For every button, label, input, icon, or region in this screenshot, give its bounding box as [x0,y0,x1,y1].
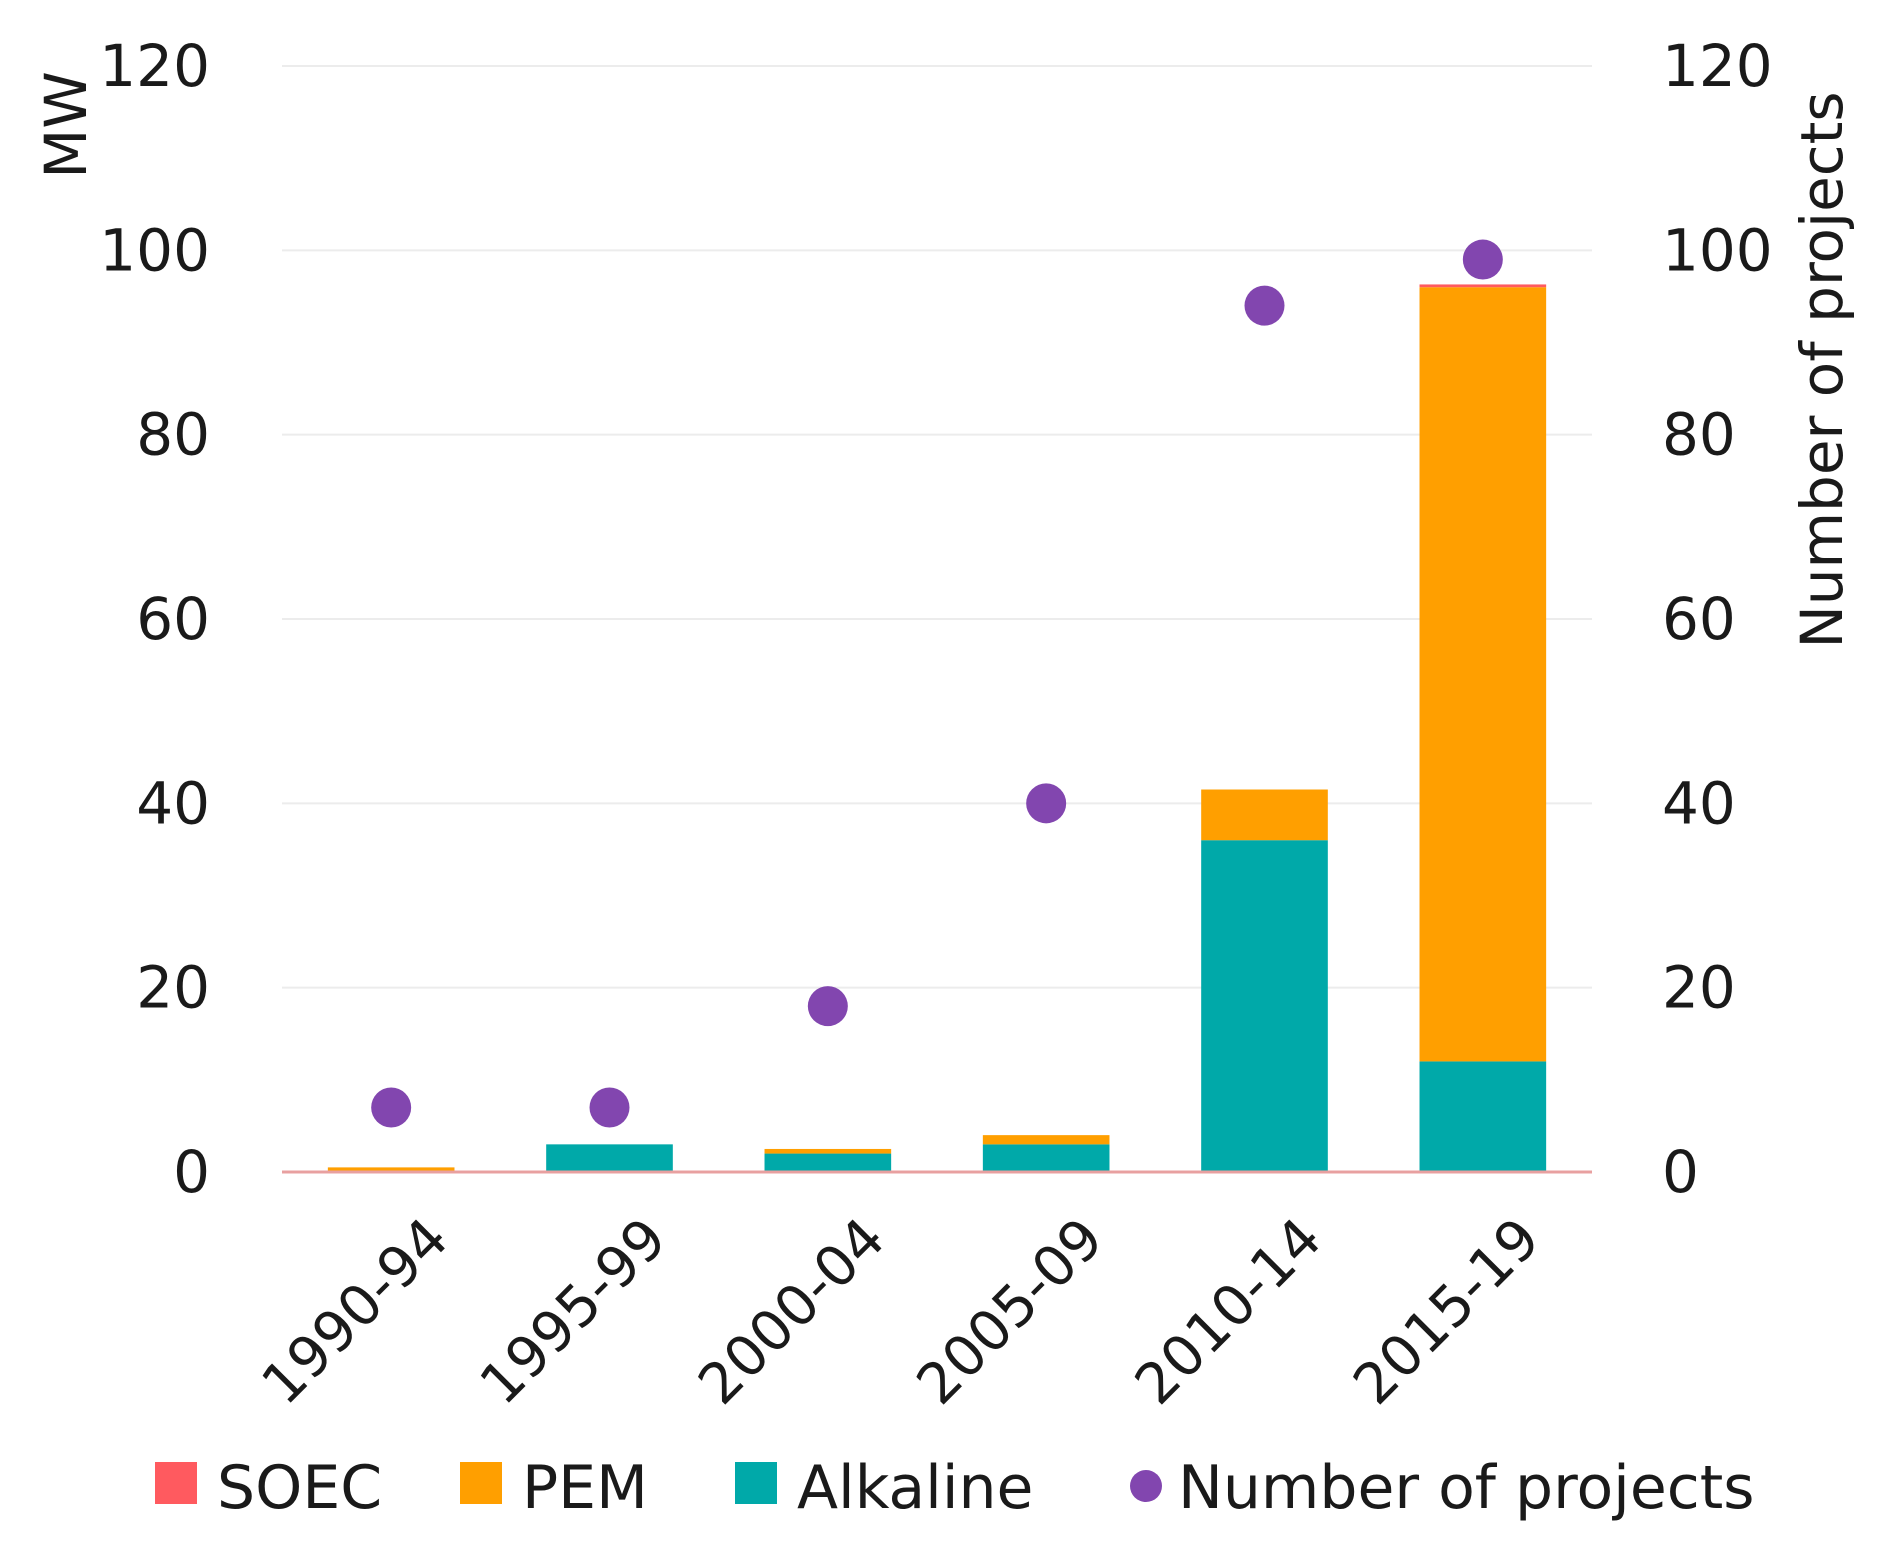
bar-alkaline-2015-19 [1419,1061,1547,1172]
bar-pem-2005-09 [982,1135,1110,1145]
legend: SOEC PEM Alkaline Number of projects [155,1453,1755,1523]
y-tick-label-left: 20 [136,954,210,1022]
x-tick-label: 1990-94 [250,1206,461,1417]
bar-pem-2000-04 [764,1148,892,1154]
y-tick-label-right: 40 [1662,769,1736,837]
y-axis-title-left: MW [32,71,100,178]
bar-alkaline-1995-99 [546,1144,673,1172]
y-tick-label-right: 60 [1662,585,1736,653]
y-tick-label-right: 0 [1662,1138,1699,1206]
bar-pem-1990-94 [327,1167,455,1172]
y-tick-label-left: 40 [136,769,210,837]
project-markers [371,239,1503,1128]
legend-marker-number-of-projects [1130,1470,1162,1502]
y-tick-label-right: 120 [1662,32,1773,100]
x-tick-label: 2005-09 [905,1206,1116,1417]
legend-swatch-pem [460,1462,502,1504]
legend-swatch-soec [155,1462,197,1504]
x-tick-label: 2000-04 [686,1206,897,1417]
y-tick-label-left: 60 [136,585,210,653]
y-tick-label-left: 100 [99,216,210,284]
y-tick-label-right: 100 [1662,216,1773,284]
y-tick-label-left: 0 [173,1138,210,1206]
y-axis-title-right: Number of projects [1788,91,1856,648]
y-tick-label-left: 120 [99,32,210,100]
bar-alkaline-2005-09 [982,1144,1110,1172]
project-count-point-2010-14 [1244,285,1285,326]
legend-label: PEM [522,1453,648,1523]
project-count-point-2005-09 [1026,783,1067,824]
project-count-point-2015-19 [1462,239,1503,280]
project-count-point-2000-04 [807,986,848,1027]
legend-swatch-alkaline [735,1462,777,1504]
x-tick-label: 1995-99 [468,1206,679,1417]
bar-alkaline-2010-14 [1201,840,1328,1172]
legend-label: Number of projects [1178,1453,1755,1523]
bar-pem-2010-14 [1201,789,1328,841]
legend-label: SOEC [217,1453,382,1523]
x-tick-label: 2010-14 [1123,1206,1334,1417]
y-tick-label-right: 20 [1662,954,1736,1022]
bar-soec-2015-19 [1419,284,1547,288]
bar-alkaline-2000-04 [764,1153,892,1172]
bar-pem-2015-19 [1419,287,1547,1062]
x-tick-label: 2015-19 [1341,1206,1552,1417]
bars [327,284,1547,1172]
legend-label: Alkaline [797,1453,1033,1523]
gridlines [282,65,1592,989]
y-tick-label-right: 80 [1662,401,1736,469]
project-count-point-1995-99 [589,1087,630,1128]
y-tick-label-left: 80 [136,401,210,469]
project-count-point-1990-94 [371,1087,412,1128]
